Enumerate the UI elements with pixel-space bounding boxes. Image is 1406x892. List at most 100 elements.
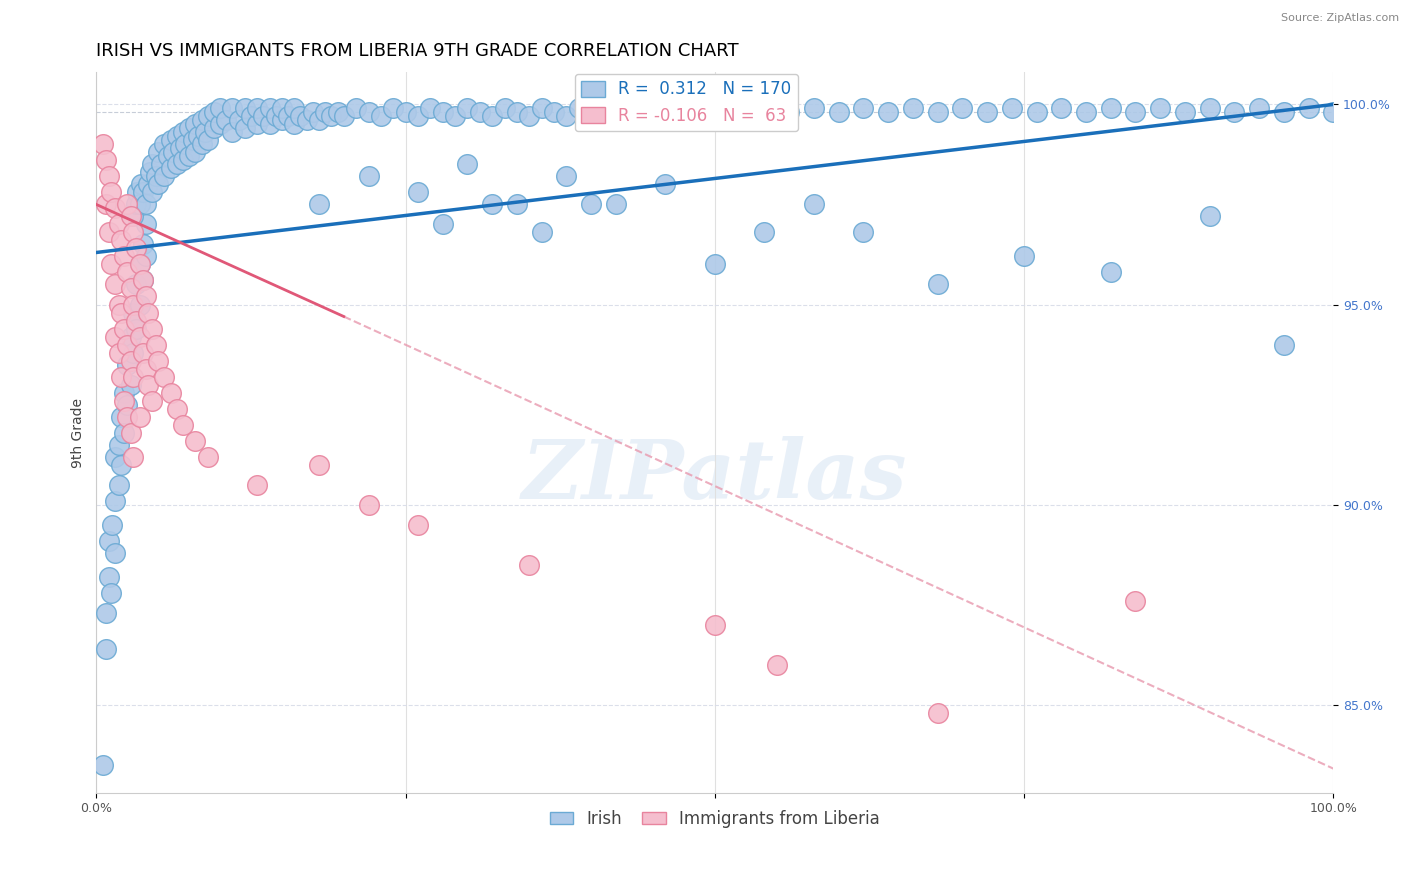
Point [128, 409, 150, 424]
Point [481, 197, 503, 211]
Point [259, 118, 281, 132]
Point [197, 133, 219, 147]
Point [145, 169, 167, 184]
Point [1249, 102, 1271, 116]
Point [506, 105, 529, 120]
Point [190, 113, 212, 128]
Point [122, 345, 145, 359]
Point [112, 321, 135, 335]
Point [172, 153, 194, 168]
Legend: Irish, Immigrants from Liberia: Irish, Immigrants from Liberia [543, 804, 886, 835]
Point [135, 250, 157, 264]
Point [233, 102, 256, 116]
Point [228, 113, 250, 128]
Point [654, 102, 676, 116]
Point [927, 105, 949, 120]
Point [141, 393, 163, 408]
Point [432, 105, 454, 120]
Point [1025, 105, 1047, 120]
Point [136, 178, 159, 192]
Point [432, 218, 454, 232]
Point [494, 102, 516, 116]
Point [166, 401, 188, 416]
Point [344, 102, 367, 116]
Point [122, 210, 145, 224]
Point [1223, 105, 1246, 120]
Text: ZIPatlas: ZIPatlas [522, 436, 908, 516]
Point [264, 110, 287, 124]
Point [481, 110, 503, 124]
Point [357, 169, 380, 184]
Point [555, 169, 578, 184]
Point [97, 533, 120, 548]
Point [506, 197, 529, 211]
Point [295, 113, 318, 128]
Point [630, 105, 652, 120]
Point [169, 141, 191, 155]
Point [136, 377, 159, 392]
Point [326, 105, 349, 120]
Point [202, 121, 225, 136]
Point [117, 398, 139, 412]
Point [592, 110, 614, 124]
Point [209, 102, 232, 116]
Point [122, 305, 145, 319]
Point [332, 110, 354, 124]
Point [120, 425, 142, 440]
Point [184, 434, 207, 448]
Point [530, 226, 553, 240]
Point [382, 102, 405, 116]
Point [148, 178, 170, 192]
Point [240, 110, 263, 124]
Point [184, 145, 207, 160]
Point [252, 110, 274, 124]
Point [110, 458, 132, 472]
Point [754, 226, 776, 240]
Point [172, 125, 194, 139]
Point [100, 186, 122, 200]
Point [703, 102, 725, 116]
Point [120, 353, 142, 368]
Point [107, 437, 129, 451]
Point [145, 337, 167, 351]
Point [125, 242, 148, 256]
Point [852, 226, 875, 240]
Point [159, 385, 181, 400]
Point [141, 321, 163, 335]
Point [197, 110, 219, 124]
Point [579, 105, 602, 120]
Point [357, 498, 380, 512]
Point [1198, 210, 1220, 224]
Point [141, 186, 163, 200]
Point [314, 105, 336, 120]
Point [129, 178, 152, 192]
Point [1125, 105, 1147, 120]
Point [159, 161, 181, 176]
Point [456, 157, 478, 171]
Point [96, 153, 118, 168]
Point [104, 545, 127, 559]
Point [877, 105, 900, 120]
Point [107, 297, 129, 311]
Point [468, 105, 491, 120]
Point [148, 145, 170, 160]
Point [184, 118, 207, 132]
Point [132, 237, 155, 252]
Point [308, 197, 330, 211]
Point [728, 105, 751, 120]
Point [246, 102, 269, 116]
Point [120, 329, 142, 343]
Point [110, 234, 132, 248]
Point [194, 125, 217, 139]
Point [107, 477, 129, 491]
Point [190, 137, 212, 152]
Point [149, 157, 172, 171]
Point [153, 169, 176, 184]
Point [117, 409, 139, 424]
Point [555, 110, 578, 124]
Point [107, 218, 129, 232]
Point [135, 197, 157, 211]
Point [679, 105, 702, 120]
Point [1099, 102, 1122, 116]
Point [112, 385, 135, 400]
